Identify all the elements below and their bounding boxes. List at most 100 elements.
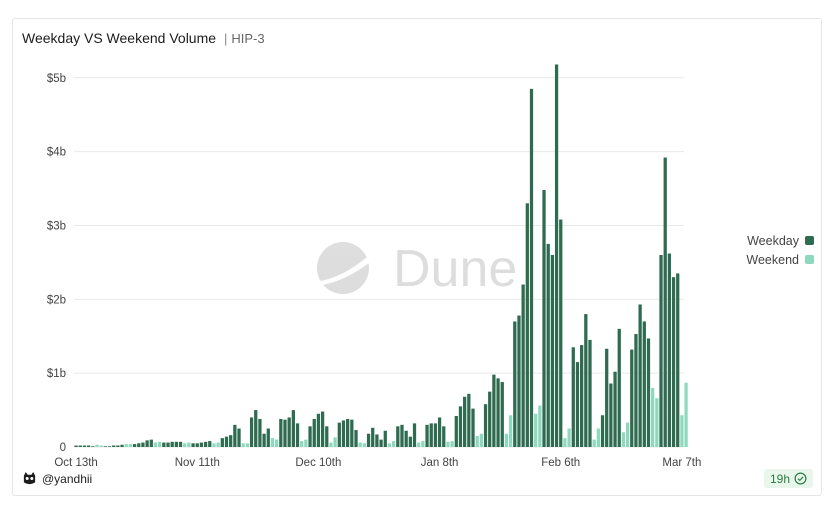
y-tick-label: 0: [60, 442, 66, 454]
bar-weekend: [158, 441, 162, 447]
bar-weekday: [529, 88, 534, 447]
bar-weekday: [571, 347, 575, 447]
bar-weekend: [304, 439, 308, 447]
bar-weekday: [496, 378, 500, 447]
legend-item-weekday[interactable]: Weekday: [746, 231, 814, 250]
bar-weekday: [429, 423, 433, 447]
bar-weekend: [212, 443, 216, 447]
bar-weekday: [437, 417, 442, 447]
bar-weekday: [254, 410, 258, 447]
bar-weekday: [400, 424, 404, 447]
chart-subtitle: HIP-3: [231, 31, 265, 46]
y-axis: 0 $1b $2b $3b $4b $5b: [47, 73, 66, 454]
x-tick-label: Nov 11th: [175, 457, 220, 469]
bar-weekday: [542, 190, 546, 447]
bar-weekday: [291, 410, 295, 447]
bar-weekend: [245, 443, 250, 447]
x-axis: Oct 13th Nov 11th Dec 10th Jan 8th Feb 6th Ma…: [54, 457, 701, 469]
bar-weekday: [74, 445, 78, 447]
bar-weekday: [195, 443, 199, 447]
bar-weekday: [588, 339, 592, 447]
bar-weekend: [333, 437, 337, 447]
bar-weekday: [617, 328, 621, 447]
bar-weekend: [596, 428, 600, 447]
bar-weekend: [183, 443, 187, 447]
bar-weekday: [316, 413, 321, 447]
bar-weekday: [203, 441, 208, 447]
bar-weekday: [613, 371, 617, 447]
bar-weekday: [166, 442, 170, 447]
bar-weekday: [346, 418, 350, 447]
bar-weekend: [241, 443, 245, 447]
bar-weekday: [483, 404, 488, 447]
bar-weekday: [454, 415, 458, 447]
bar-weekday: [78, 445, 82, 447]
bar-weekday: [575, 362, 580, 447]
bar-weekday: [258, 418, 262, 447]
bar-weekend: [621, 432, 626, 447]
bar-weekend: [99, 445, 103, 447]
dune-watermark: Dune: [317, 240, 517, 298]
bar-weekday: [262, 433, 266, 447]
bar-weekday: [404, 430, 408, 447]
freshness-age: 19h: [769, 471, 790, 486]
bar-weekday: [91, 446, 95, 447]
bar-weekday: [500, 382, 504, 447]
bar-weekday: [550, 255, 555, 447]
bar-weekday: [646, 338, 651, 447]
bar-weekday: [341, 420, 346, 447]
bar-weekday: [120, 444, 124, 447]
x-tick-label: Feb 6th: [541, 457, 580, 469]
bar-weekday: [371, 427, 375, 447]
bar-weekend: [421, 441, 425, 447]
bar-weekend: [538, 405, 542, 447]
watermark-text: Dune: [393, 240, 517, 298]
bar-weekday: [145, 440, 149, 447]
bar-weekday: [337, 422, 341, 447]
bar-weekday: [320, 411, 325, 447]
bar-weekday: [170, 441, 174, 447]
bar-weekday: [467, 393, 471, 447]
author-handle: @yandhii: [42, 471, 93, 486]
bar-weekend: [504, 433, 509, 447]
bar-weekday: [354, 430, 358, 447]
bar-weekday: [408, 436, 412, 447]
bar-weekend: [567, 428, 571, 447]
author-link[interactable]: @yandhii: [22, 471, 92, 486]
bar-weekend: [508, 415, 513, 447]
bar-weekend: [270, 438, 275, 447]
bar-weekday: [191, 443, 195, 447]
bar-weekend: [358, 442, 362, 447]
bar-weekday: [220, 438, 224, 447]
bar-weekday: [266, 428, 270, 447]
bar-weekend: [655, 398, 659, 447]
chart-header: Weekday VS Weekend Volume | HIP-3: [22, 30, 265, 46]
bar-weekend: [362, 443, 367, 447]
bar-weekday: [517, 315, 521, 447]
bar-weekend: [680, 415, 684, 447]
bar-weekday: [412, 423, 417, 447]
freshness-badge[interactable]: 19h: [763, 469, 813, 488]
bar-weekend: [417, 442, 421, 447]
bar-weekday: [174, 441, 178, 447]
title-separator: |: [224, 31, 228, 46]
bar-weekday: [149, 439, 153, 447]
bar-weekend: [563, 438, 567, 447]
bar-weekday: [141, 442, 145, 447]
bar-weekday: [676, 273, 680, 447]
legend-item-weekend[interactable]: Weekend: [746, 250, 814, 269]
bar-weekday: [86, 445, 91, 447]
dune-logo-icon: [317, 242, 369, 294]
bar-weekday: [375, 434, 379, 447]
legend-label-weekday: Weekday: [747, 233, 799, 248]
bar-weekday: [137, 443, 141, 447]
legend-swatch-weekday: [805, 236, 814, 245]
bar-weekday: [379, 439, 383, 447]
bar-weekday: [605, 348, 609, 447]
bar-weekday: [554, 64, 559, 448]
bar-weekday: [325, 426, 329, 447]
chart-card: Weekday VS Weekend Volume | HIP-3 Dune 0 $…: [12, 18, 822, 496]
bar-weekday: [279, 418, 283, 447]
bar-weekend: [153, 442, 158, 447]
bar-weekday: [112, 445, 116, 447]
